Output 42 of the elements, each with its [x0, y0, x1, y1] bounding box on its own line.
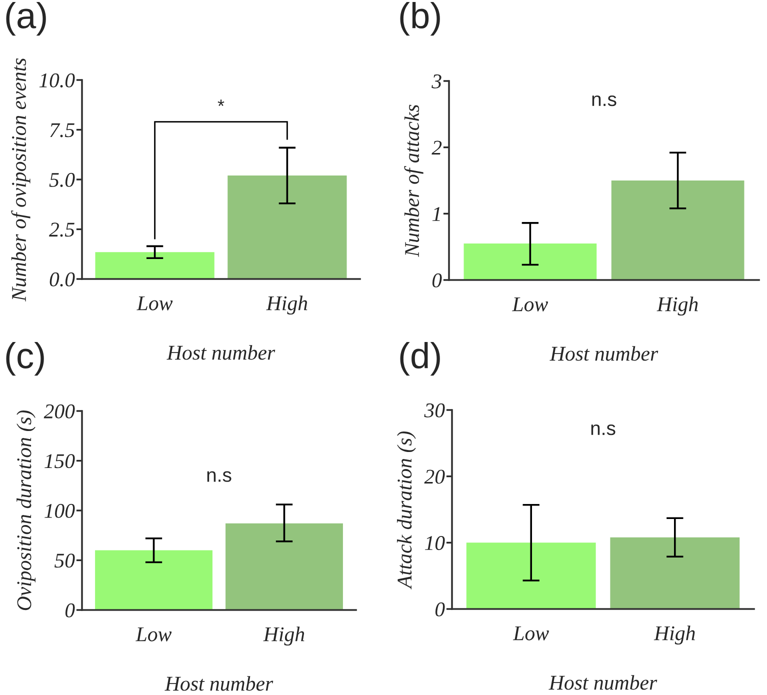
y-tick-label: 30: [424, 403, 445, 418]
y-axis-title: Number of attacks: [404, 104, 424, 258]
y-axis-title: Attack duration (s): [396, 431, 416, 590]
x-tick-label: High: [263, 626, 304, 646]
y-axis-title: Number of oviposition events: [11, 58, 30, 302]
x-tick-label: High: [654, 626, 695, 645]
y-tick-label: 150: [44, 454, 75, 468]
x-tick-label: High: [656, 296, 698, 316]
y-tick-label: 10.0: [39, 73, 75, 88]
x-tick-label: Low: [136, 627, 172, 642]
y-tick-label: 7.5: [50, 123, 74, 138]
x-tick-label: High: [266, 296, 308, 315]
chart-title: (c): [6, 342, 44, 376]
y-tick-label: 2.5: [49, 222, 74, 237]
y-tick-label: 1: [432, 207, 440, 221]
y-tick-label: 0.0: [50, 272, 75, 287]
x-axis-title: Host number: [166, 345, 276, 360]
x-axis-title: Host number: [550, 346, 658, 361]
y-tick-label: 5.0: [49, 172, 75, 188]
y-tick-label: 100: [44, 504, 75, 518]
x-tick-label: Low: [136, 296, 173, 310]
y-tick-label: 0: [435, 602, 445, 616]
chart-title: (b): [400, 2, 440, 36]
annotation: n.s: [592, 95, 616, 106]
chart-title: (d): [400, 342, 440, 376]
chart-title: (a): [6, 2, 46, 36]
y-tick-label: 200: [44, 404, 75, 418]
y-tick-label: 20: [424, 470, 445, 484]
x-tick-label: Low: [512, 297, 548, 312]
annotation: n.s: [591, 424, 616, 436]
annotation: *: [218, 100, 224, 106]
y-tick-label: 50: [54, 554, 75, 568]
x-axis-title: Host number: [548, 675, 658, 690]
y-tick-label: 0: [65, 603, 75, 618]
x-axis-title: Host number: [164, 676, 274, 691]
y-axis-title: Oviposition duration (s): [16, 410, 36, 610]
y-tick-label: 0: [432, 273, 442, 288]
annotation: n.s: [207, 471, 232, 482]
x-tick-label: Low: [512, 626, 549, 640]
y-tick-label: 3: [432, 74, 442, 88]
y-tick-label: 10: [424, 536, 445, 550]
y-tick-label: 2: [432, 140, 442, 155]
